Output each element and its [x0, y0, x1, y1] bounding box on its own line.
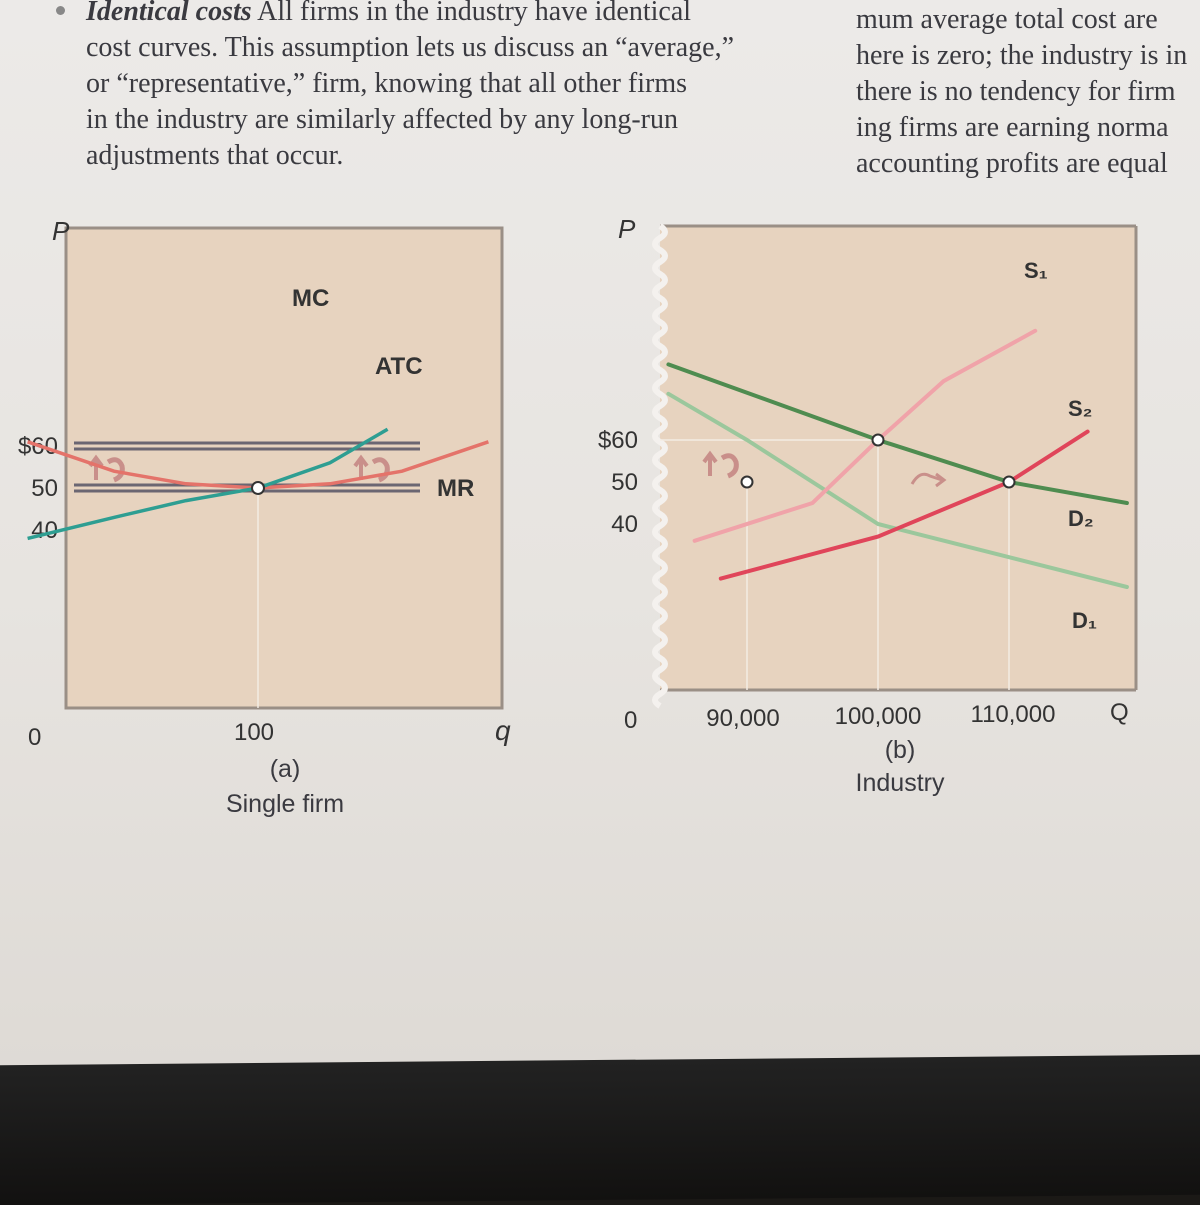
mr-label: MR — [437, 475, 474, 502]
lead-term: Identical costs — [86, 0, 252, 27]
text-line: there is no tendency for firm — [856, 76, 1176, 107]
curve-label: D₁ — [1072, 608, 1097, 633]
desk-background — [0, 1054, 1200, 1205]
curve-label: S₂ — [1068, 396, 1092, 421]
caption-b: (b) Industry — [790, 736, 1010, 798]
text-line: cost curves. This assumption lets us dis… — [86, 32, 735, 63]
chart-industry: P Q 0 $60 50 40 90,000 100,000 110,000 S₁ S₂ D₂ D₁ — [598, 214, 1138, 734]
y-tick-label: 40 — [611, 511, 638, 538]
left-column-text: Identical costs All firms in the industr… — [86, 0, 734, 174]
y-tick-label: 50 — [611, 469, 638, 496]
text-line: here is zero; the industry is in — [856, 40, 1188, 71]
curve-label: D₂ — [1068, 506, 1094, 531]
right-column-text: mum average total cost are here is zero;… — [856, 2, 1187, 182]
caption-letter: (a) — [269, 755, 301, 783]
y-tick-label: $60 — [598, 427, 638, 454]
plot-area — [660, 226, 1136, 690]
x-axis-label: q — [495, 715, 511, 746]
x-tick-label: 90,000 — [706, 705, 779, 732]
text-line: in the industry are similarly affected b… — [86, 104, 678, 135]
x-tick-label: 110,000 — [971, 701, 1056, 728]
y-axis-label: P — [52, 216, 70, 246]
supply-s2-curve — [718, 429, 1090, 581]
plot-area — [64, 226, 504, 710]
demand-d1-curve — [666, 391, 1129, 589]
caption-a: (a) Single firm — [180, 755, 390, 819]
origin-label: 0 — [624, 707, 637, 734]
origin-label: 0 — [28, 724, 41, 751]
x-axis-label: Q — [1110, 699, 1129, 726]
equilibrium-point — [740, 475, 754, 489]
text-line: mum average total cost are — [856, 4, 1158, 35]
shift-arrow-icon — [910, 472, 947, 488]
text-line: or “representative,” firm, knowing that … — [86, 68, 688, 99]
caption-title: Single firm — [225, 790, 345, 818]
atc-label: ATC — [375, 353, 423, 380]
equilibrium-point — [251, 481, 265, 495]
axis-break-wave — [652, 223, 668, 709]
mc-label: MC — [292, 285, 329, 312]
equilibrium-point — [1002, 475, 1016, 489]
caption-title: Industry — [855, 769, 945, 797]
curve-label: S₁ — [1024, 258, 1048, 283]
text-line: adjustments that occur. — [86, 140, 344, 171]
x-tick-label: 100,000 — [835, 703, 922, 730]
x-tick-label: 100 — [234, 719, 274, 746]
demand-d2-curve — [666, 362, 1129, 505]
caption-letter: (b) — [884, 736, 916, 764]
mc-curve — [27, 427, 389, 541]
y-tick-label: 50 — [31, 475, 58, 502]
bullet-dot — [56, 6, 65, 15]
equilibrium-point — [871, 433, 885, 447]
textbook-page: Identical costs All firms in the industr… — [0, 0, 1200, 1080]
shift-arrow-icon — [702, 450, 739, 479]
text-line: accounting profits are equal — [856, 148, 1168, 179]
text-line: ing firms are earning norma — [856, 112, 1169, 143]
y-axis-label: P — [618, 214, 636, 244]
text-line: Identical costs All firms in the industr… — [86, 0, 734, 30]
